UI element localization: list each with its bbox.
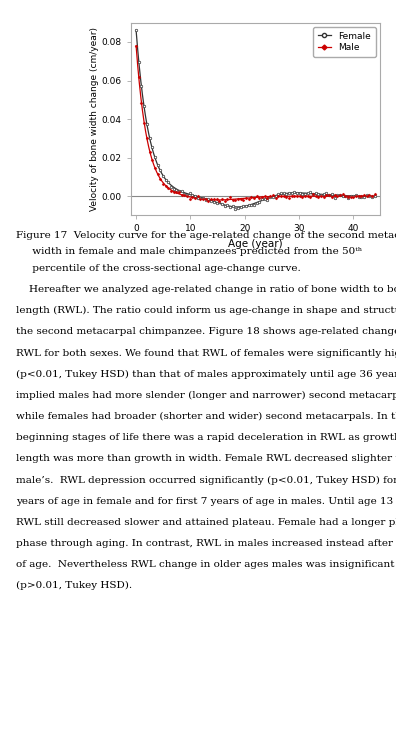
Text: while females had broader (shorter and wider) second metacarpals. In the: while females had broader (shorter and w… [16, 412, 396, 421]
Legend: Female, Male: Female, Male [313, 27, 376, 57]
Text: Hereafter we analyzed age-related change in ratio of bone width to bone: Hereafter we analyzed age-related change… [16, 285, 396, 294]
Text: RWL still decreased slower and attained plateau. Female had a longer plateau: RWL still decreased slower and attained … [16, 518, 396, 527]
Text: length (RWL). The ratio could inform us age-change in shape and structure of: length (RWL). The ratio could inform us … [16, 306, 396, 315]
Text: (p<0.01, Tukey HSD) than that of males approximately until age 36 years. It: (p<0.01, Tukey HSD) than that of males a… [16, 370, 396, 379]
Text: (p>0.01, Tukey HSD).: (p>0.01, Tukey HSD). [16, 581, 132, 590]
Text: phase through aging. In contrast, RWL in males increased instead after 18 years: phase through aging. In contrast, RWL in… [16, 539, 396, 548]
Text: years of age in female and for first 7 years of age in males. Until age 13 years: years of age in female and for first 7 y… [16, 497, 396, 506]
Text: of age.  Nevertheless RWL change in older ages males was insignificant: of age. Nevertheless RWL change in older… [16, 560, 394, 569]
Text: width in female and male chimpanzees predicted from the 50ᵗʰ: width in female and male chimpanzees pre… [16, 247, 362, 256]
Text: percentile of the cross-sectional age-change curve.: percentile of the cross-sectional age-ch… [16, 264, 301, 273]
Text: male’s.  RWL depression occurred significantly (p<0.01, Tukey HSD) for first 6: male’s. RWL depression occurred signific… [16, 476, 396, 485]
X-axis label: Age (year): Age (year) [228, 239, 283, 249]
Text: Figure 17  Velocity curve for the age-related change of the second metacarpal: Figure 17 Velocity curve for the age-rel… [16, 231, 396, 240]
Y-axis label: Velocity of bone width change (cm/year): Velocity of bone width change (cm/year) [90, 27, 99, 211]
Text: implied males had more slender (longer and narrower) second metacarpals,: implied males had more slender (longer a… [16, 391, 396, 400]
Text: beginning stages of life there was a rapid deceleration in RWL as growth in: beginning stages of life there was a rap… [16, 433, 396, 442]
Text: RWL for both sexes. We found that RWL of females were significantly higher: RWL for both sexes. We found that RWL of… [16, 349, 396, 358]
Text: length was more than growth in width. Female RWL decreased slighter than: length was more than growth in width. Fe… [16, 454, 396, 463]
Text: the second metacarpal chimpanzee. Figure 18 shows age-related change in: the second metacarpal chimpanzee. Figure… [16, 327, 396, 336]
